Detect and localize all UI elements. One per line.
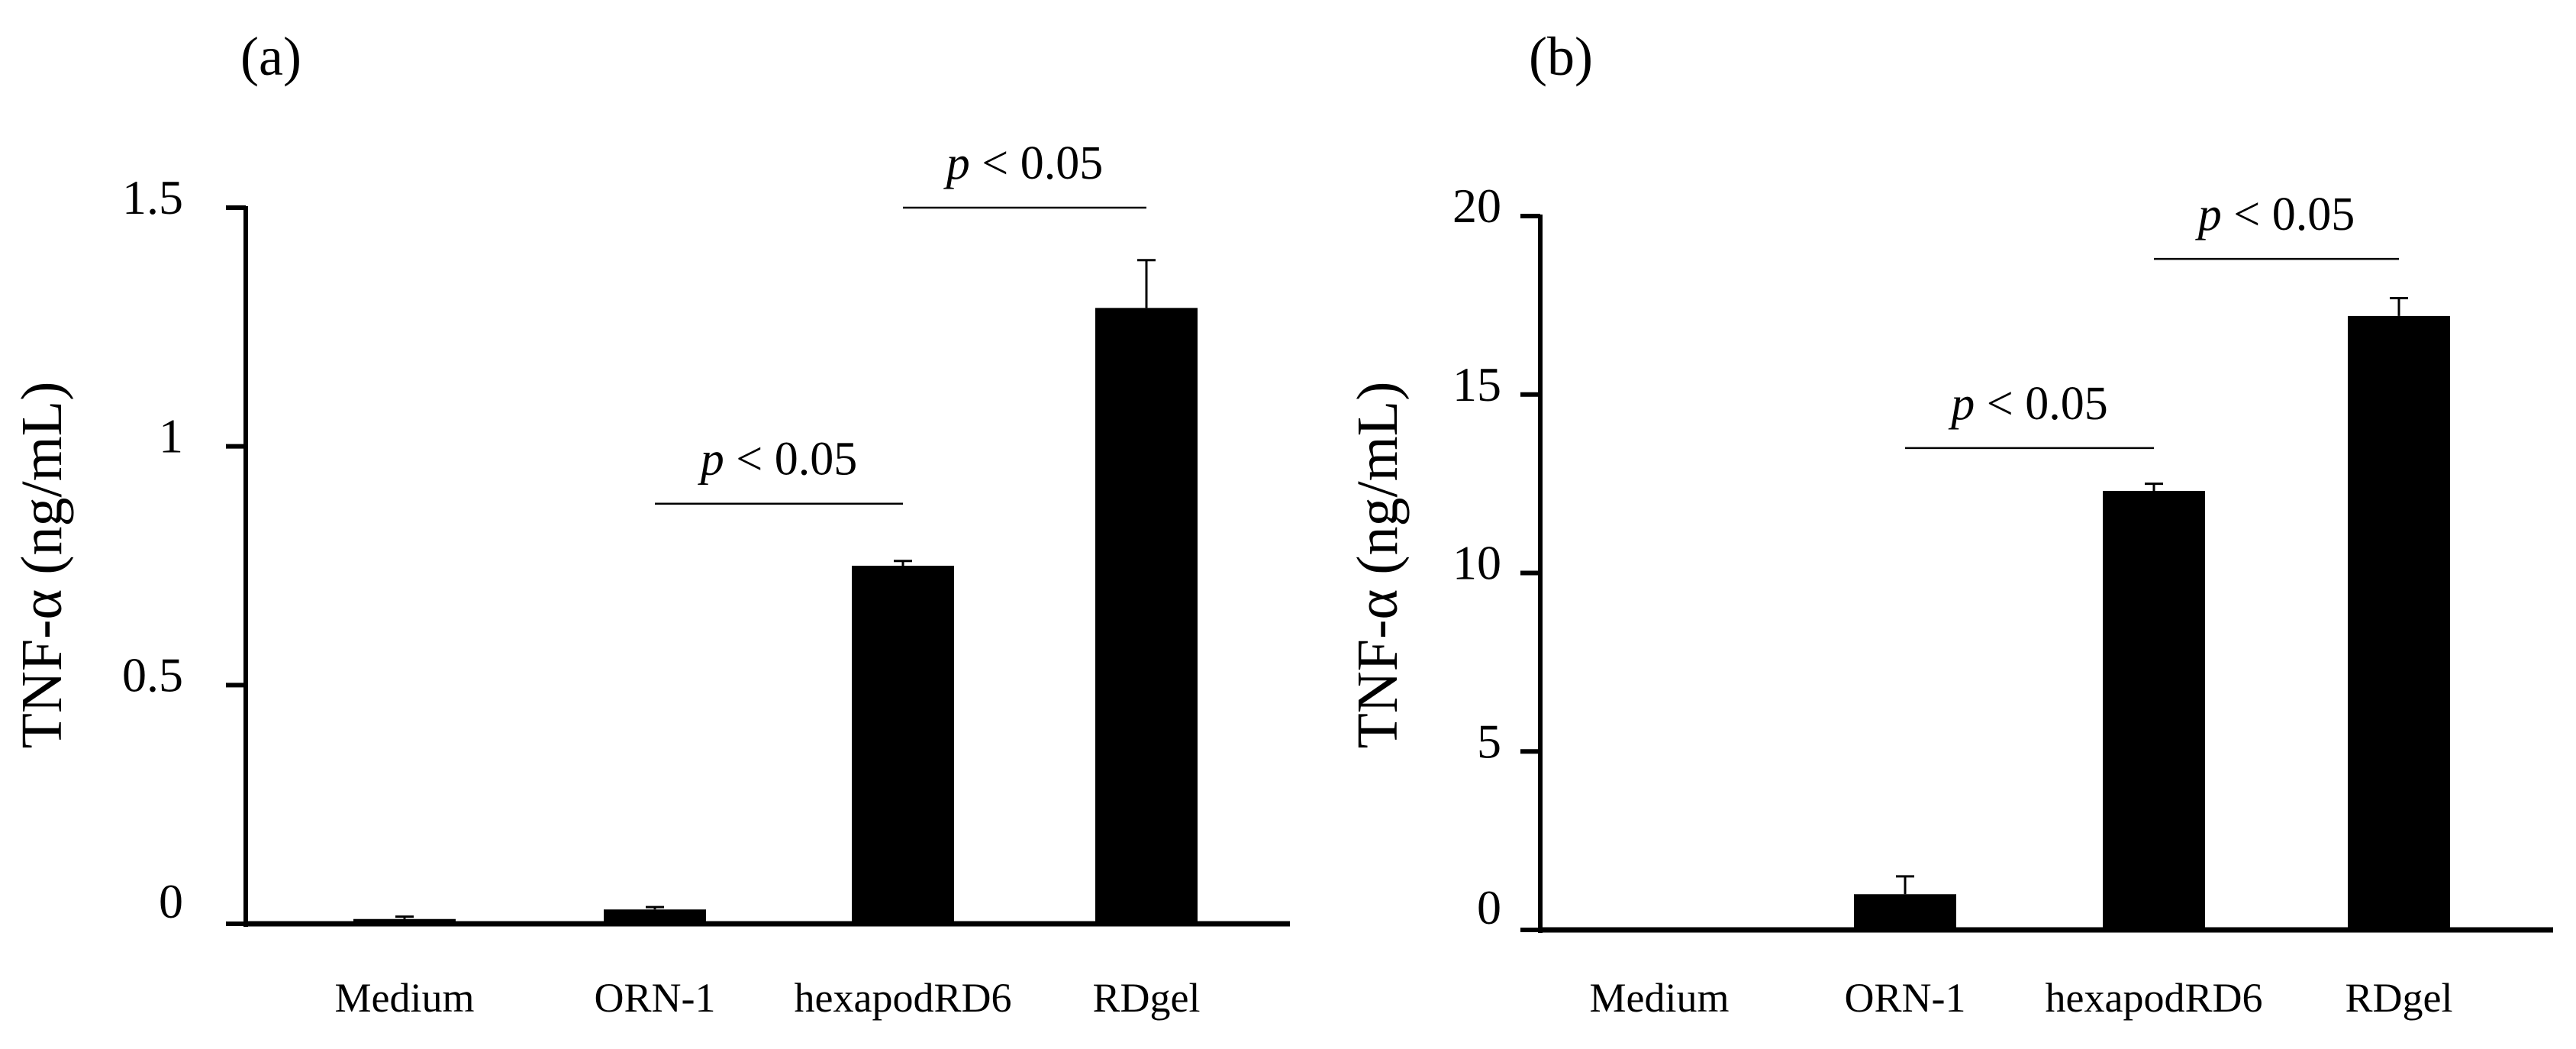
bar-medium: [353, 918, 456, 924]
bar-rdgel: [1095, 308, 1198, 924]
significance-label: p < 0.05: [943, 137, 1103, 189]
panel-label: (b): [1529, 26, 1593, 87]
bar-orn-1: [604, 909, 706, 924]
y-tick-label: 5: [1477, 714, 1501, 768]
significance-label: p < 0.05: [2195, 189, 2355, 240]
chart-panel-2: (b) TNF-α (ng/mL) 0 5 10 15 20 Medium ORN-1 hexap…: [1346, 26, 2553, 1021]
x-tick-label: hexapodRD6: [2046, 975, 2263, 1021]
y-tick-label: 1: [159, 409, 183, 463]
panel-label: (a): [240, 26, 301, 87]
bar-hexapodrd6: [852, 566, 954, 924]
chart-panel-1: (a) TNF-α (ng/mL) 0 0.5 1 1.5 Medium ORN-1 hexap…: [10, 26, 1290, 1021]
bar-rdgel: [2348, 315, 2450, 930]
y-tick-label: 20: [1452, 179, 1501, 233]
y-axis-label: TNF-α (ng/mL): [10, 382, 74, 749]
significance-label: p < 0.05: [698, 434, 857, 486]
x-tick-label: ORN-1: [595, 975, 716, 1021]
x-tick-label: Medium: [1590, 975, 1730, 1021]
x-tick-label: Medium: [335, 975, 475, 1021]
y-axis-label: TNF-α (ng/mL): [1346, 382, 1410, 749]
y-tick-label: 0.5: [122, 647, 183, 702]
y-tick-label: 10: [1452, 536, 1501, 590]
x-tick-label: hexapodRD6: [795, 975, 1012, 1021]
x-tick-label: RDgel: [1093, 975, 1201, 1021]
bar-orn-1: [1854, 894, 1956, 930]
y-tick-label: 1.5: [122, 170, 183, 224]
x-tick-label: RDgel: [2345, 975, 2453, 1021]
x-tick-label: ORN-1: [1845, 975, 1966, 1021]
y-tick-label: 0: [159, 874, 183, 928]
bar-hexapodrd6: [2103, 490, 2205, 930]
significance-label: p < 0.05: [1948, 378, 2107, 430]
y-tick-label: 0: [1477, 880, 1501, 934]
y-tick-label: 15: [1452, 357, 1501, 412]
